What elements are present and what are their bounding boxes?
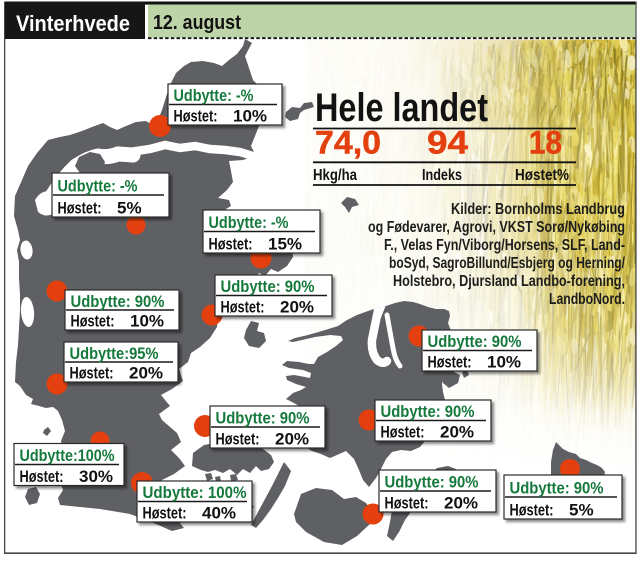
- svg-text:Udbytte:95%: Udbytte:95%: [70, 344, 159, 363]
- svg-text:20%: 20%: [280, 298, 314, 317]
- svg-text:Høstet:: Høstet:: [143, 504, 187, 523]
- svg-text:Udbytte: -%: Udbytte: -%: [58, 177, 138, 196]
- svg-text:Høstet:: Høstet:: [385, 493, 429, 512]
- svg-text:20%: 20%: [444, 493, 478, 512]
- svg-text:15%: 15%: [268, 234, 302, 253]
- svg-text:og Fødevarer, Agrovi, VKST Sor: og Fødevarer, Agrovi, VKST Sorø/Nykøbing: [368, 219, 625, 236]
- svg-text:Vinterhvede: Vinterhvede: [16, 11, 130, 36]
- svg-text:Udbytte: 90%: Udbytte: 90%: [385, 473, 479, 492]
- svg-text:Udbytte: 90%: Udbytte: 90%: [428, 332, 522, 351]
- svg-text:Udbytte: 90%: Udbytte: 90%: [510, 479, 604, 498]
- svg-text:Hele landet: Hele landet: [315, 86, 488, 130]
- svg-text:Hkg/ha: Hkg/ha: [313, 167, 357, 184]
- svg-text:94: 94: [427, 125, 468, 161]
- svg-text:40%: 40%: [202, 504, 236, 523]
- svg-text:Kilder: Bornholms Landbrug: Kilder: Bornholms Landbrug: [451, 201, 625, 218]
- svg-text:Høstet:: Høstet:: [70, 364, 114, 383]
- svg-text:Høstet:: Høstet:: [510, 500, 554, 519]
- svg-text:30%: 30%: [79, 467, 113, 486]
- svg-text:74,0: 74,0: [315, 125, 381, 161]
- svg-text:Høstet:: Høstet:: [20, 467, 64, 486]
- svg-text:10%: 10%: [130, 312, 164, 331]
- svg-text:Høstet:: Høstet:: [174, 107, 218, 126]
- svg-text:10%: 10%: [487, 353, 521, 372]
- svg-text:20%: 20%: [440, 423, 474, 442]
- svg-text:Høstet:: Høstet:: [58, 198, 102, 217]
- svg-text:10%: 10%: [233, 107, 267, 126]
- svg-text:Holstebro, Djursland Landbo-fo: Holstebro, Djursland Landbo-forening,: [393, 273, 625, 290]
- svg-text:Udbytte: -%: Udbytte: -%: [209, 213, 289, 232]
- svg-text:Høstet%: Høstet%: [515, 167, 569, 184]
- svg-text:5%: 5%: [569, 500, 594, 519]
- svg-text:20%: 20%: [275, 429, 309, 448]
- svg-text:18: 18: [529, 125, 562, 161]
- svg-text:12. august: 12. august: [153, 12, 241, 34]
- svg-text:Udbytte:100%: Udbytte:100%: [20, 446, 115, 465]
- svg-text:Udbytte: -%: Udbytte: -%: [174, 86, 254, 105]
- svg-text:5%: 5%: [117, 198, 142, 217]
- svg-text:Høstet:: Høstet:: [216, 429, 260, 448]
- svg-text:F., Velas Fyn/Viborg/Horsens,: F., Velas Fyn/Viborg/Horsens, SLF, Land-: [384, 237, 625, 254]
- svg-text:Udbytte: 90%: Udbytte: 90%: [71, 292, 165, 311]
- svg-text:Udbytte: 90%: Udbytte: 90%: [221, 277, 315, 296]
- svg-text:LandboNord.: LandboNord.: [549, 291, 625, 308]
- svg-text:boSyd, SagroBillund/Esbjerg og: boSyd, SagroBillund/Esbjerg og Herning/: [389, 255, 625, 272]
- svg-text:Høstet:: Høstet:: [381, 423, 425, 442]
- svg-text:Udbytte: 100%: Udbytte: 100%: [143, 483, 247, 502]
- svg-text:20%: 20%: [129, 364, 163, 383]
- svg-text:Høstet:: Høstet:: [428, 353, 472, 372]
- svg-text:Høstet:: Høstet:: [221, 298, 265, 317]
- svg-text:Indeks: Indeks: [422, 167, 462, 184]
- svg-text:Udbytte: 90%: Udbytte: 90%: [381, 402, 475, 421]
- svg-text:Høstet:: Høstet:: [71, 312, 115, 331]
- svg-text:Høstet:: Høstet:: [209, 234, 253, 253]
- svg-text:Udbytte: 90%: Udbytte: 90%: [216, 409, 310, 428]
